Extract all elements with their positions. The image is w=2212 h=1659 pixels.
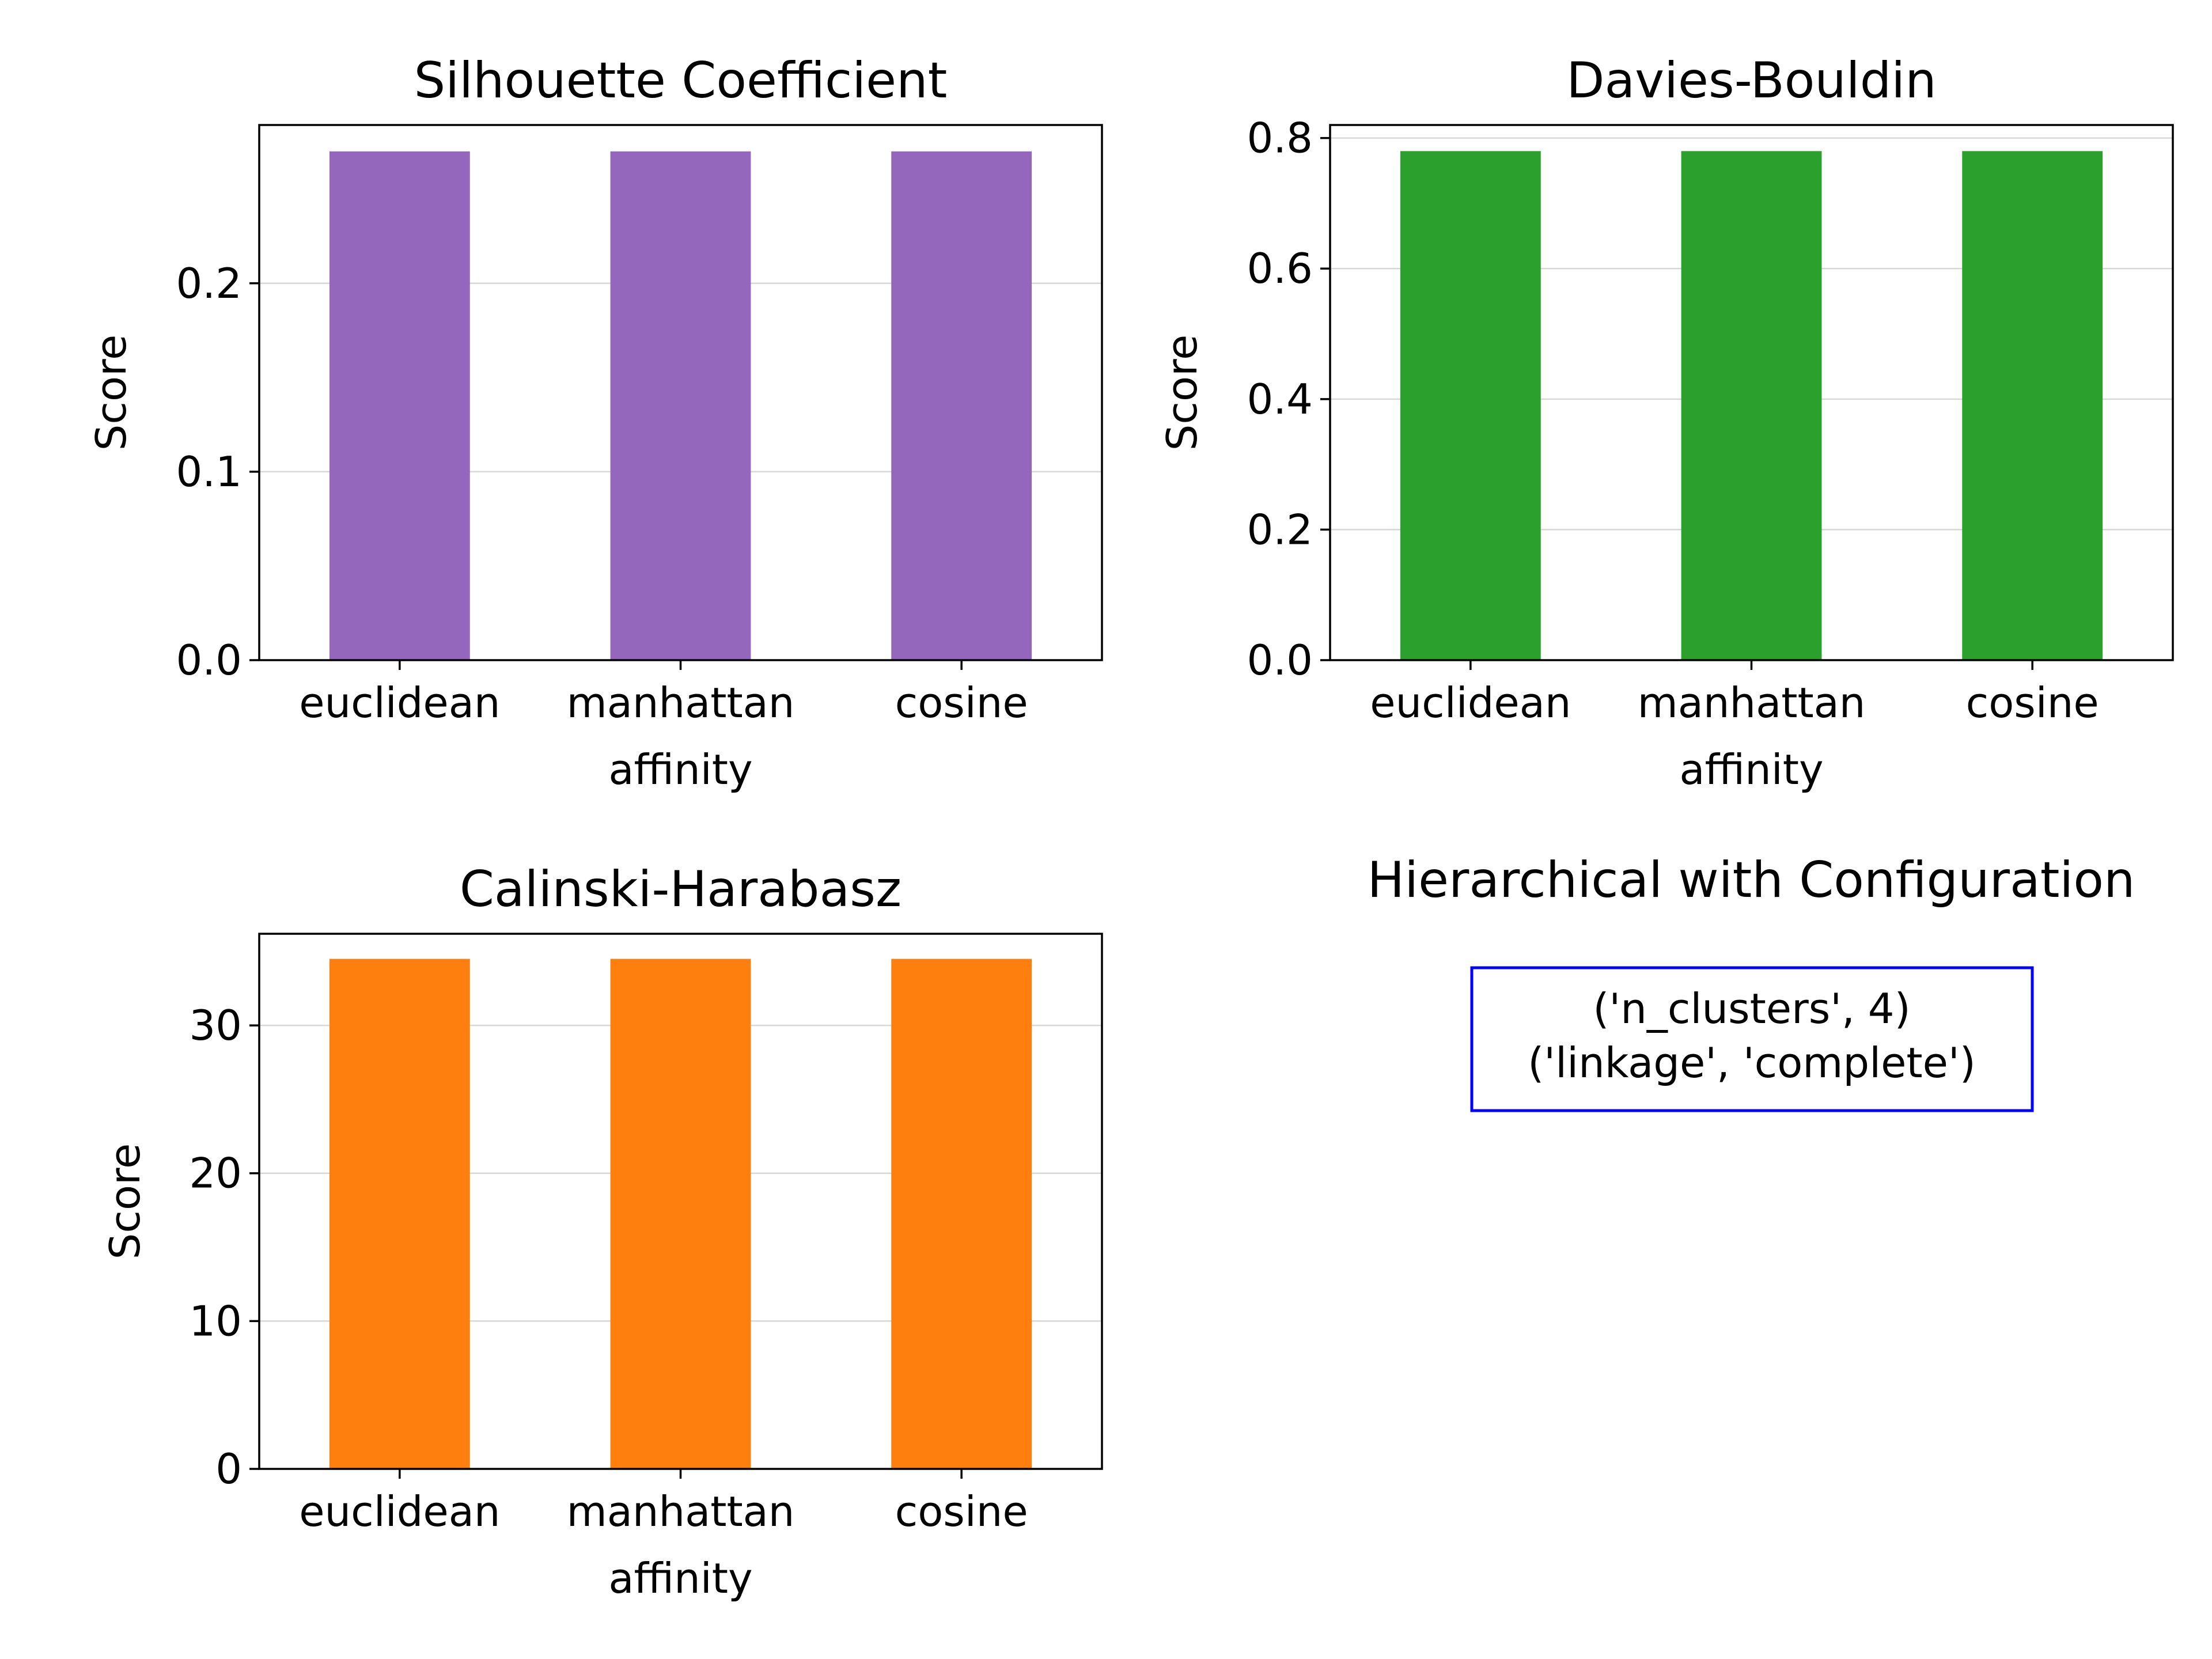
calinski-harabasz-title: Calinski-Harabasz — [460, 861, 902, 918]
silhouette-xtick-label-cosine: cosine — [895, 679, 1028, 727]
calinski-harabasz-bar-manhattan — [610, 959, 751, 1469]
davies-bouldin-xtick-label-euclidean: euclidean — [1370, 679, 1571, 727]
silhouette-xlabel: affinity — [608, 745, 752, 794]
calinski-harabasz-ytick-label-3: 30 — [189, 1001, 242, 1050]
config-line-n-clusters: ('n_clusters', 4) — [1593, 984, 1910, 1033]
calinski-harabasz-bar-cosine — [891, 959, 1032, 1469]
silhouette-bar-manhattan — [610, 151, 751, 660]
calinski-harabasz-xlabel: affinity — [608, 1554, 752, 1603]
silhouette-xtick-label-euclidean: euclidean — [299, 679, 500, 727]
davies-bouldin-bar-manhattan — [1681, 151, 1822, 660]
calinski-harabasz-xtick-label-euclidean: euclidean — [299, 1487, 500, 1536]
silhouette-ytick-label-1: 0.1 — [176, 448, 242, 496]
davies-bouldin-title: Davies-Bouldin — [1566, 52, 1936, 109]
calinski-harabasz-ytick-label-0: 0 — [215, 1445, 242, 1493]
silhouette-ytick-label-2: 0.2 — [176, 259, 242, 308]
config-panel: Hierarchical with Configuration ('n_clus… — [1368, 851, 2135, 1112]
calinski-harabasz-xtick-label-manhattan: manhattan — [567, 1487, 795, 1536]
calinski-harabasz-ytick-label-2: 20 — [189, 1149, 242, 1198]
silhouette-bar-cosine — [891, 151, 1032, 660]
config-box — [1470, 966, 2034, 1112]
davies-bouldin-bar-euclidean — [1400, 151, 1541, 660]
config-line-linkage: ('linkage', 'complete') — [1528, 1039, 1976, 1087]
calinski-harabasz-ylabel: Score — [101, 1143, 149, 1260]
silhouette-ylabel: Score — [87, 335, 135, 451]
calinski-harabasz-xtick-label-cosine: cosine — [895, 1487, 1028, 1536]
silhouette-bar-euclidean — [329, 151, 470, 660]
calinski-harabasz-chart: 0 10 20 30 euclidean manhattan cosine Calinski-… — [101, 861, 1103, 1603]
davies-bouldin-chart: 0.0 0.2 0.4 0.6 0.8 euclidean manhattan cosine D… — [1158, 52, 2174, 794]
calinski-harabasz-ytick-label-1: 10 — [189, 1297, 242, 1345]
config-title: Hierarchical with Configuration — [1368, 851, 2135, 909]
davies-bouldin-ytick-label-4: 0.8 — [1247, 114, 1313, 162]
davies-bouldin-xtick-label-manhattan: manhattan — [1638, 679, 1866, 727]
davies-bouldin-ylabel: Score — [1158, 335, 1206, 451]
silhouette-xtick-label-manhattan: manhattan — [567, 679, 795, 727]
davies-bouldin-xtick-label-cosine: cosine — [1966, 679, 2099, 727]
davies-bouldin-ytick-label-1: 0.2 — [1247, 505, 1313, 554]
davies-bouldin-ytick-label-0: 0.0 — [1247, 636, 1313, 684]
davies-bouldin-bar-cosine — [1962, 151, 2103, 660]
silhouette-title: Silhouette Coefficient — [414, 52, 948, 109]
davies-bouldin-ytick-label-3: 0.6 — [1247, 244, 1313, 293]
silhouette-chart: 0.0 0.1 0.2 euclidean manhattan cosine Silhoue… — [87, 52, 1103, 794]
davies-bouldin-xlabel: affinity — [1679, 745, 1823, 794]
calinski-harabasz-bar-euclidean — [329, 959, 470, 1469]
davies-bouldin-ytick-label-2: 0.4 — [1247, 375, 1313, 423]
silhouette-ytick-label-0: 0.0 — [176, 636, 242, 684]
